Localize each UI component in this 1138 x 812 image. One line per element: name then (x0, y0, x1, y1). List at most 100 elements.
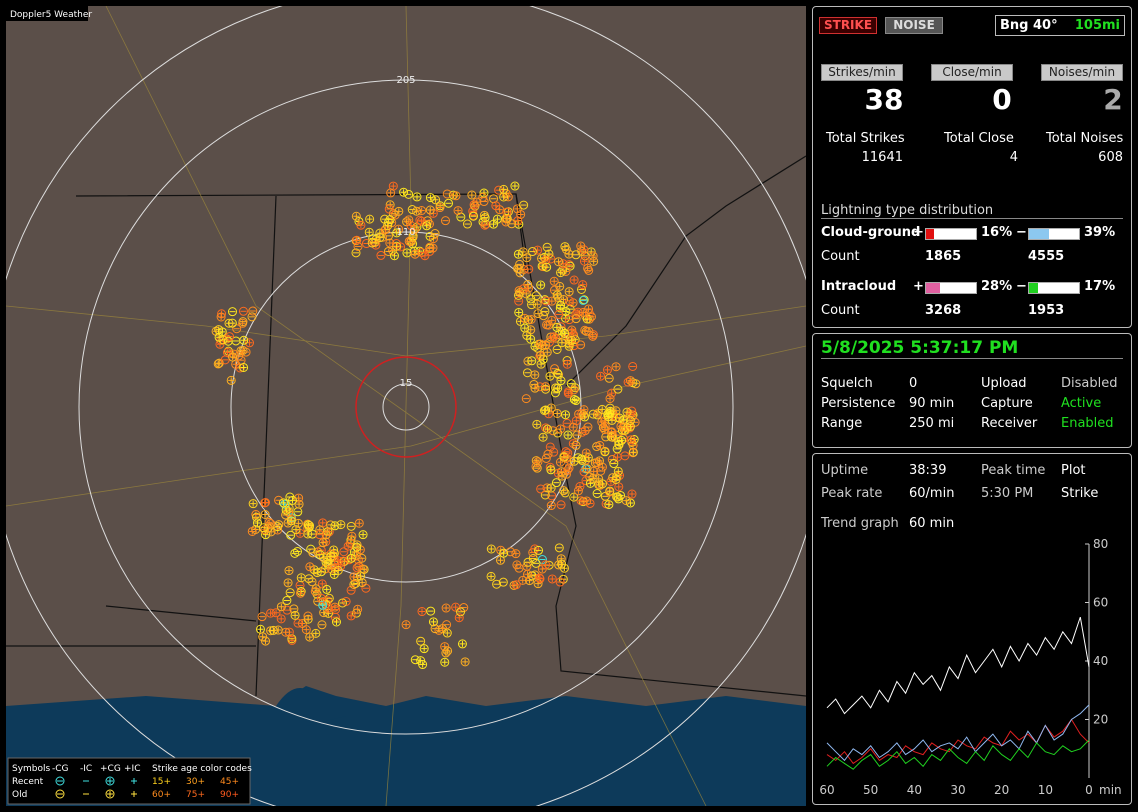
strike-circle (556, 300, 566, 310)
strike-circle (557, 471, 567, 481)
strike-circle (384, 204, 394, 214)
strike-sign (620, 416, 627, 423)
strike-circle (618, 422, 628, 432)
strike-circle (290, 548, 300, 558)
strike-symbol (553, 292, 563, 302)
strike-symbol (440, 216, 450, 226)
strike-symbol (538, 432, 548, 442)
strike-circle (491, 201, 501, 211)
strike-circle (316, 594, 326, 604)
strike-circle (561, 447, 571, 457)
strike-circle (581, 448, 591, 458)
strike-sign (513, 581, 520, 588)
strike-symbol (540, 306, 550, 316)
strike-sign (403, 249, 410, 256)
strike-circle (556, 376, 566, 386)
strike-circle (602, 365, 612, 375)
strike-sign (558, 561, 565, 568)
strike-sign (348, 612, 355, 619)
strike-circle (239, 362, 249, 372)
strike-circle (428, 208, 438, 218)
x-tick-label: 30 (950, 783, 965, 797)
strike-circle (511, 580, 521, 590)
strike-symbol (245, 338, 255, 348)
strike-circle (515, 288, 525, 298)
x-tick-label: 20 (994, 783, 1009, 797)
strike-symbol (238, 306, 248, 316)
x-tick-label: 60 (819, 783, 834, 797)
strike-symbol (613, 466, 623, 476)
strike-symbol (614, 482, 624, 492)
strike-circle (356, 571, 366, 581)
strike-sign (354, 606, 361, 613)
strike-circle (354, 561, 364, 571)
strike-sign (316, 526, 323, 533)
strike-symbol (351, 211, 361, 221)
strike-circle (613, 384, 623, 394)
strike-symbol (286, 530, 296, 540)
strike-sign (627, 423, 634, 430)
noise-button[interactable]: NOISE (885, 17, 943, 34)
strike-symbol (564, 315, 574, 325)
strike-circle (442, 620, 452, 630)
strike-symbol (319, 608, 329, 618)
strike-symbol (549, 285, 559, 295)
strike-symbol (258, 632, 268, 642)
strike-sign (590, 253, 597, 260)
strike-circle (560, 488, 570, 498)
strike-circle (605, 486, 615, 496)
strike-circle (346, 611, 356, 621)
strike-circle (305, 521, 315, 531)
strike-circle (583, 453, 593, 463)
strike-sign (250, 500, 257, 507)
sign: − (1016, 225, 1027, 240)
count-label: Count (821, 303, 860, 318)
stat-item: Plot (1061, 463, 1086, 478)
strike-symbol (330, 521, 340, 531)
strike-symbol (283, 578, 293, 588)
strike-symbol (425, 205, 435, 215)
strike-sign (548, 317, 555, 324)
strike-sign (568, 337, 575, 344)
setting-label: Receiver (981, 416, 1038, 431)
strike-circle (545, 371, 555, 381)
strike-circle (542, 424, 552, 434)
strike-circle (357, 553, 367, 563)
strike-sign (557, 269, 564, 276)
strike-circle (511, 549, 521, 559)
strike-sign (285, 579, 292, 586)
strike-symbol (574, 409, 584, 419)
strike-sign (628, 491, 635, 498)
strike-symbol (524, 264, 534, 274)
strike-circle (625, 376, 635, 386)
strike-circle (441, 648, 451, 658)
strike-sign (523, 254, 530, 261)
strike-circle (546, 483, 556, 493)
strike-sign (390, 183, 397, 190)
strike-sign (224, 349, 231, 356)
strike-symbol (384, 231, 394, 241)
range-label: 110 (396, 227, 415, 238)
strike-circle (305, 632, 315, 642)
strike-circle (611, 406, 621, 416)
strike-sign (538, 361, 545, 368)
strike-circle (588, 251, 598, 261)
strike-circle (367, 238, 377, 248)
strike-sign (418, 207, 425, 214)
strike-button[interactable]: STRIKE (819, 17, 877, 34)
strike-symbol (308, 548, 318, 558)
strike-sign (437, 204, 444, 211)
strike-sign (421, 645, 428, 652)
strike-circle (539, 406, 549, 416)
strike-symbol (468, 211, 478, 221)
strike-circle (307, 577, 317, 587)
strike-sign (517, 211, 524, 218)
strike-symbol (357, 553, 367, 563)
strike-circle (564, 341, 574, 351)
y-tick-label: 40 (1093, 654, 1108, 668)
strike-sign (319, 602, 326, 609)
strike-symbol (351, 248, 361, 258)
strike-symbol (608, 432, 618, 442)
strike-circle (247, 312, 257, 322)
strike-symbol (628, 361, 638, 371)
